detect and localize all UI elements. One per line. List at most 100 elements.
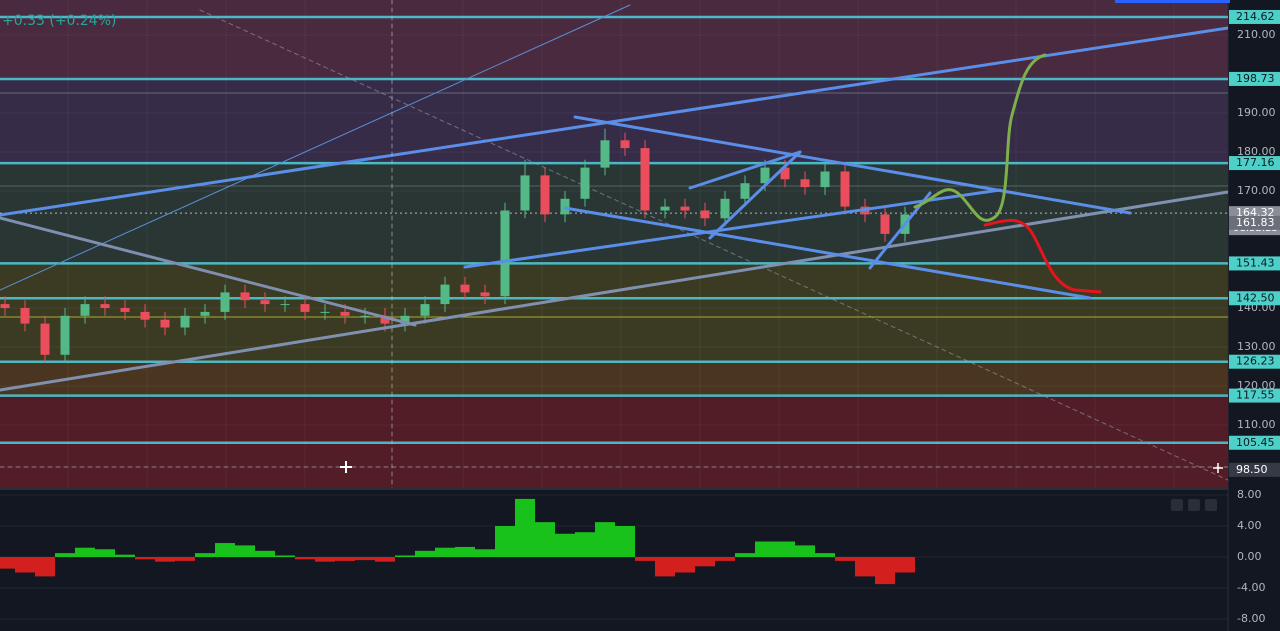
- candle-body: [440, 284, 450, 305]
- osc-bar: [415, 550, 435, 558]
- price-label: 177.16: [1236, 156, 1275, 169]
- cursor: [340, 461, 352, 473]
- price-label: 105.45: [1236, 436, 1275, 449]
- candle-body: [220, 292, 230, 312]
- osc-bar: [495, 526, 515, 558]
- price-label-box: [1229, 256, 1280, 271]
- osc-bar: [735, 553, 755, 558]
- price-label: 214.62: [1236, 10, 1275, 23]
- candle-body: [380, 315, 390, 324]
- price-label: 161.83: [1236, 216, 1275, 229]
- candle-body: [740, 183, 750, 199]
- price-label-box: [1229, 156, 1280, 171]
- candle-body: [60, 315, 70, 355]
- trend-line: [573, 115, 1132, 215]
- price-label-box: [1229, 435, 1280, 450]
- candle-body: [680, 206, 690, 211]
- toolbar-accent: [1115, 0, 1230, 3]
- candle-body: [180, 315, 190, 328]
- candle-body: [520, 175, 530, 211]
- candle-body: [500, 210, 510, 297]
- osc-bar: [635, 557, 655, 561]
- candle-body: [40, 323, 50, 355]
- pane-button[interactable]: [1205, 499, 1217, 511]
- drawings: [0, 0, 1228, 488]
- candle-body: [640, 148, 650, 211]
- osc-bar: [755, 541, 775, 558]
- candle-body: [320, 311, 330, 313]
- header-change: +0.33 (+0.24%): [2, 13, 116, 29]
- osc-bar: [535, 522, 555, 558]
- price-label-box: [1229, 462, 1280, 477]
- pane-button[interactable]: [1188, 499, 1200, 511]
- candle-body: [140, 311, 150, 320]
- y-tick-label: 210.00: [1237, 28, 1276, 41]
- osc-bar: [655, 557, 675, 577]
- osc-bar: [0, 557, 15, 569]
- osc-bar: [95, 549, 115, 558]
- oscillator: 8.00 4.00 0.00 -4.00 -8.00: [0, 488, 1265, 625]
- candle-body: [360, 315, 370, 317]
- candle-body: [480, 292, 490, 297]
- osc-tick-label: -8.00: [1237, 612, 1265, 625]
- candle-body: [620, 140, 630, 149]
- price-label: 126.23: [1236, 355, 1275, 368]
- price-label-box: [1229, 388, 1280, 403]
- osc-bar: [815, 553, 835, 558]
- candle-body: [160, 319, 170, 328]
- osc-bar: [315, 557, 335, 562]
- osc-bar: [215, 543, 235, 558]
- candle-body: [280, 304, 290, 306]
- pane-button[interactable]: [1171, 499, 1183, 511]
- candle-body: [800, 179, 810, 188]
- candle-body: [200, 311, 210, 316]
- osc-bar: [835, 557, 855, 561]
- candle-body: [820, 171, 830, 188]
- osc-bar: [555, 533, 575, 558]
- osc-tick-label: 8.00: [1237, 488, 1262, 501]
- osc-bar: [855, 557, 875, 577]
- candle-body: [880, 214, 890, 234]
- osc-tick-label: 4.00: [1237, 519, 1262, 532]
- osc-bar: [335, 557, 355, 561]
- price-label-box: [1229, 354, 1280, 369]
- osc-tick-label: -4.00: [1237, 581, 1265, 594]
- osc-bar: [175, 557, 195, 561]
- candle-body: [720, 198, 730, 219]
- price-label: 198.73: [1236, 72, 1275, 85]
- candle-body: [260, 300, 270, 305]
- projection-down: [983, 218, 1102, 294]
- osc-bar: [395, 555, 415, 558]
- candle-body: [700, 210, 710, 219]
- y-tick-label: 170.00: [1237, 184, 1276, 197]
- candle-body: [780, 167, 790, 180]
- osc-bar: [275, 555, 295, 558]
- cursor-plus: [1213, 463, 1223, 473]
- candle-body: [300, 304, 310, 312]
- osc-bar: [875, 557, 895, 585]
- trend-line: [0, 216, 417, 327]
- osc-bar: [715, 557, 735, 561]
- candle-body: [340, 311, 350, 316]
- osc-bar: [115, 554, 135, 558]
- price-label: 98.50: [1236, 463, 1268, 476]
- price-label-box: [1229, 215, 1280, 230]
- candle-body: [80, 304, 90, 316]
- candle-body: [400, 315, 410, 324]
- osc-tick-label: 0.00: [1237, 550, 1262, 563]
- candle-body: [240, 292, 250, 301]
- price-label: 142.50: [1236, 291, 1275, 304]
- osc-bar: [375, 557, 395, 562]
- y-tick-label: 130.00: [1237, 340, 1276, 353]
- price-label: 117.55: [1236, 389, 1275, 402]
- osc-bar: [295, 557, 315, 560]
- osc-bar: [795, 545, 815, 558]
- osc-bar: [895, 557, 915, 573]
- osc-bar: [235, 545, 255, 558]
- trend-line: [463, 188, 1002, 269]
- osc-bar: [155, 557, 175, 562]
- price-label-box: [1229, 9, 1280, 24]
- osc-bar: [695, 557, 715, 567]
- osc-bar: [675, 557, 695, 573]
